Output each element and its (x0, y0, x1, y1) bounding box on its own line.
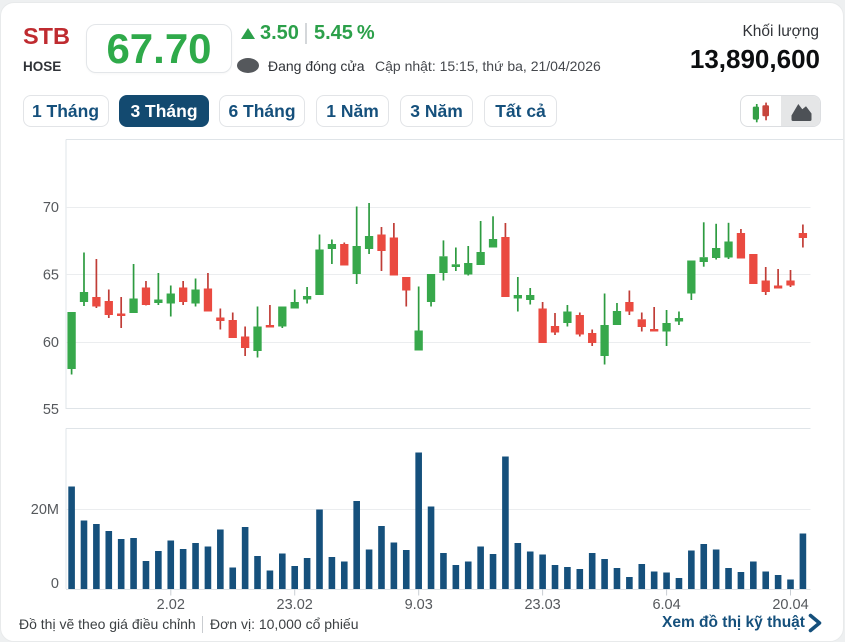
svg-text:23.02: 23.02 (277, 597, 313, 613)
svg-text:20.04: 20.04 (772, 597, 808, 613)
svg-text:6.04: 6.04 (652, 597, 680, 613)
svg-text:0: 0 (51, 576, 59, 592)
svg-text:23.03: 23.03 (524, 597, 560, 613)
svg-text:70: 70 (43, 200, 59, 216)
svg-text:2.02: 2.02 (157, 597, 185, 613)
svg-text:65: 65 (43, 268, 59, 284)
svg-text:55: 55 (43, 402, 59, 418)
svg-text:20M: 20M (31, 502, 59, 518)
svg-text:60: 60 (43, 335, 59, 351)
svg-text:9.03: 9.03 (405, 597, 433, 613)
